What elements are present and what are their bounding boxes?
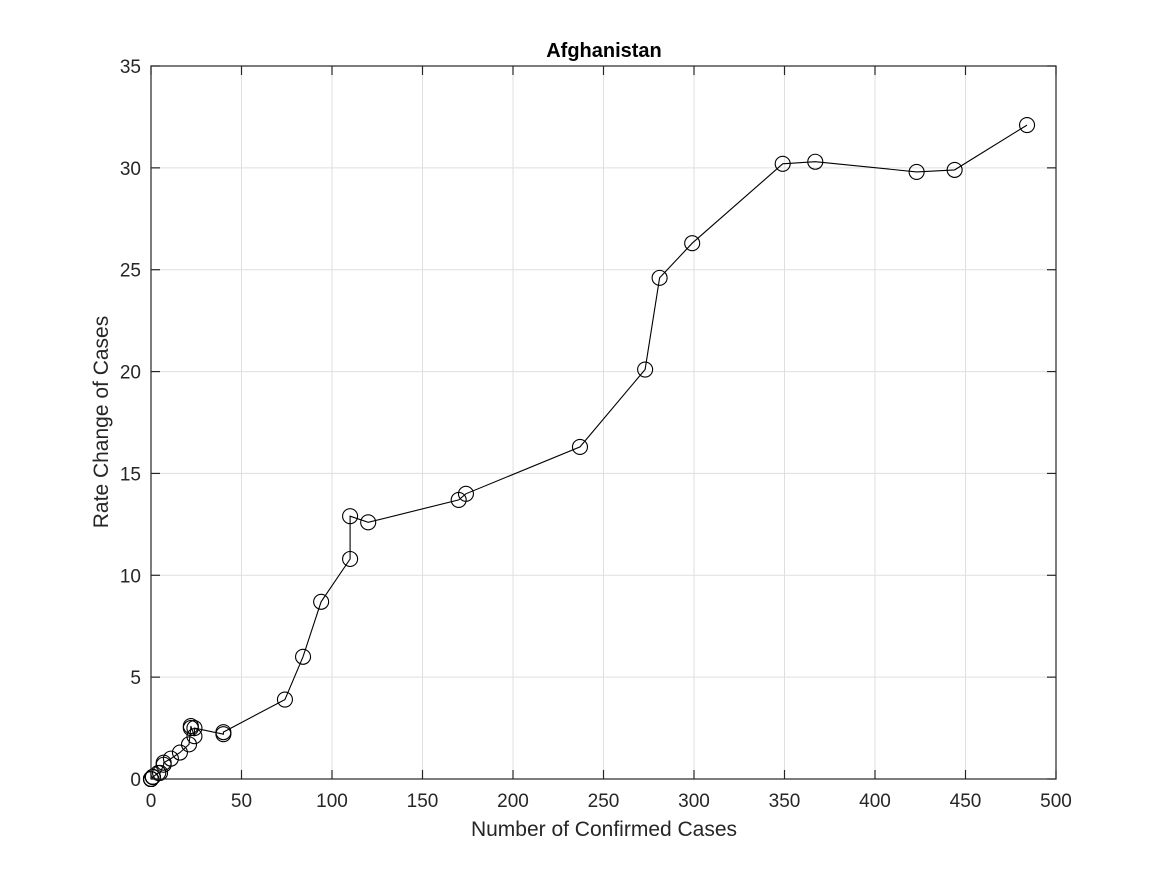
data-point [342,508,359,525]
data-point [774,155,791,172]
data-point [684,235,701,252]
data-point [457,485,474,502]
data-point [215,724,232,741]
y-tick-label: 30 [120,159,141,180]
y-tick-label: 35 [120,57,141,78]
y-tick-label: 15 [120,464,141,485]
data-point [571,438,589,455]
y-tick-label: 0 [130,770,141,791]
x-tick-label: 200 [497,791,529,812]
x-axis-label: Number of Confirmed Cases [471,818,737,841]
ticks: 0 50 100 150 200 250 300 350 400 450 500 0 5 10 15 20 25… [120,57,1072,812]
data-point [360,514,377,531]
data-point [182,717,199,735]
y-tick-label: 25 [120,261,141,282]
x-tick-label: 450 [950,791,982,812]
data-point [171,744,189,761]
x-tick-label: 250 [588,791,620,812]
data-point [637,361,654,378]
data-point [651,269,668,286]
x-tick-label: 350 [769,791,801,812]
series-layer [142,117,1036,788]
series-line [150,124,1028,780]
x-tick-label: 50 [231,791,252,812]
data-point [152,764,169,781]
x-tick-label: 100 [316,791,348,812]
y-tick-label: 20 [120,363,141,384]
data-point [276,691,293,708]
data-point [186,728,203,745]
chart-title: Afghanistan [546,40,662,62]
x-tick-label: 500 [1040,791,1072,812]
data-point [1018,117,1036,134]
data-point [313,593,330,610]
y-tick-label: 10 [120,566,141,587]
data-point [342,550,359,568]
grid [150,65,1057,780]
y-tick-label: 5 [130,668,141,689]
data-point [180,736,198,753]
x-tick-label: 0 [146,791,157,812]
data-point [294,648,312,665]
data-point [908,163,925,180]
x-tick-label: 400 [859,791,891,812]
y-axis-label: Rate Change of Cases [90,316,113,528]
data-point [946,161,963,178]
data-point [807,153,824,170]
x-tick-label: 150 [407,791,439,812]
data-point [162,750,179,767]
x-tick-label: 300 [678,791,710,812]
data-point [186,720,203,737]
